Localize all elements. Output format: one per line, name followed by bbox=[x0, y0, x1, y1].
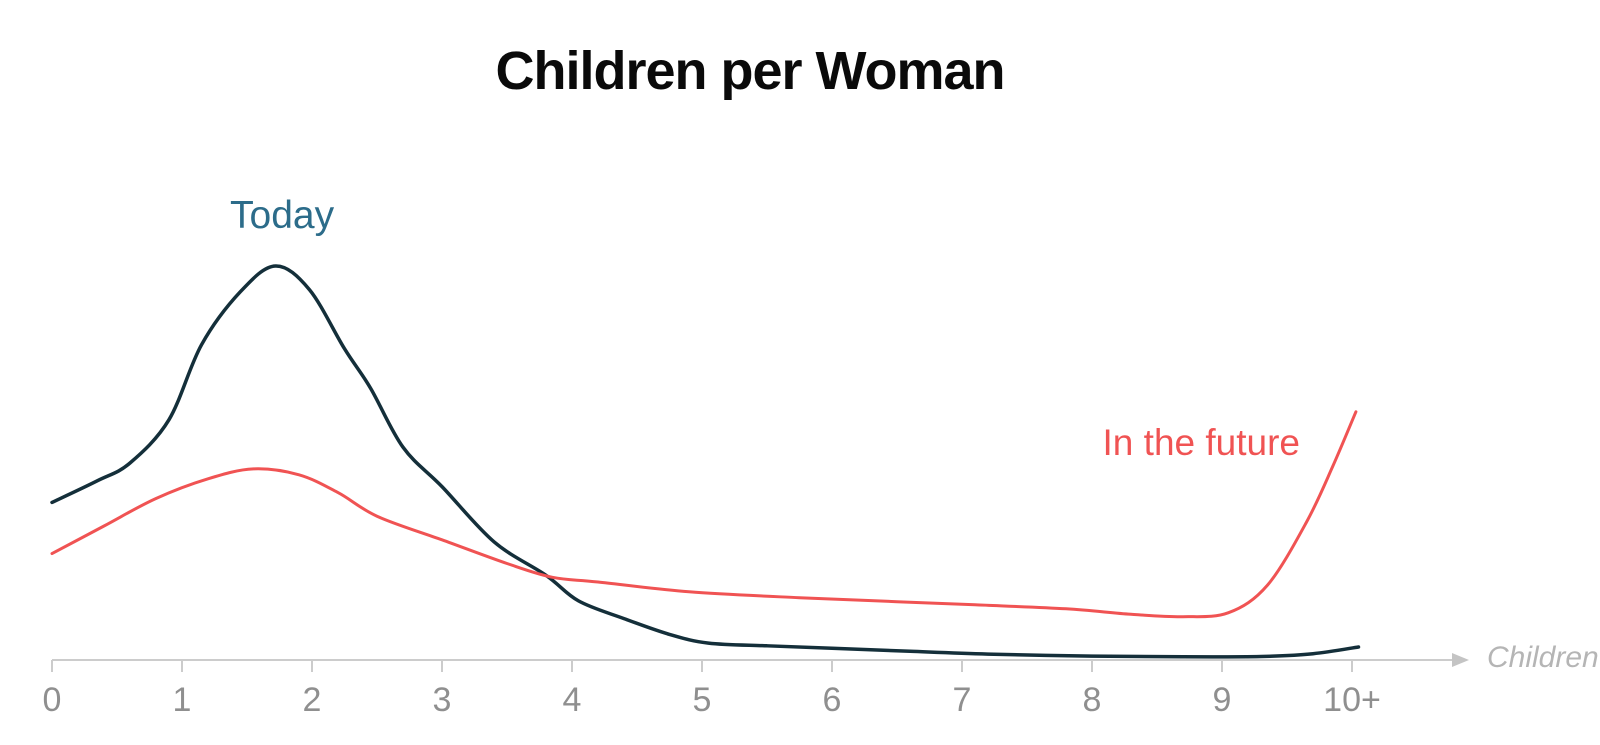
future-curve bbox=[50, 410, 1358, 619]
chart-title: Children per Woman bbox=[495, 41, 1005, 101]
future-series-label: In the future bbox=[1102, 422, 1300, 463]
chart-curves bbox=[50, 264, 1361, 659]
x-axis-caption: Children bbox=[1487, 641, 1599, 674]
today-series-label: Today bbox=[230, 194, 335, 237]
axis-arrow-icon bbox=[1452, 653, 1469, 667]
x-axis bbox=[51, 653, 1469, 672]
